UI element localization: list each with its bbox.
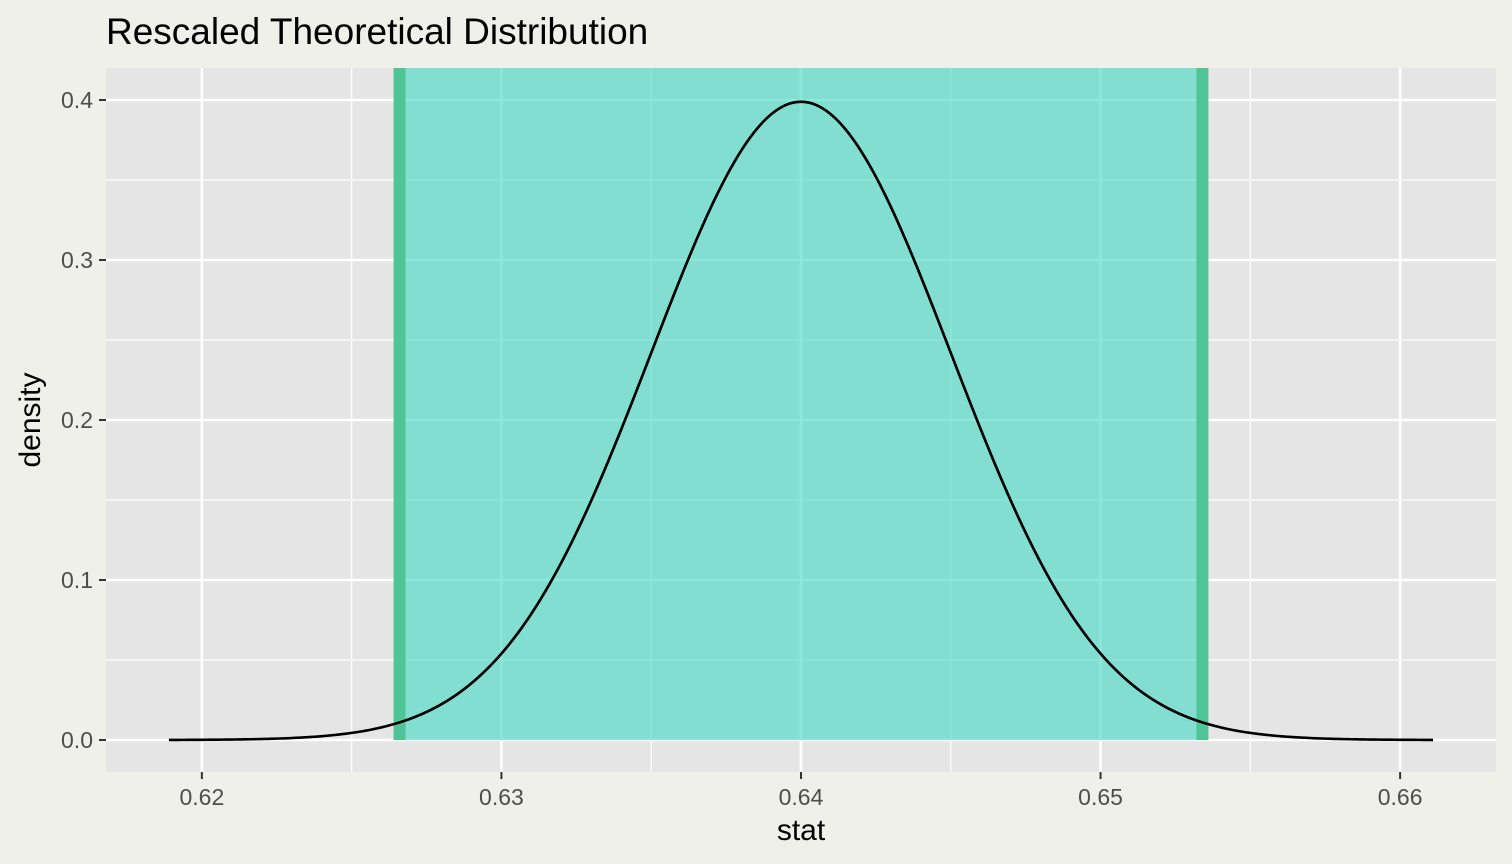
y-tick-label: 0.4 <box>61 87 93 113</box>
interval-shade <box>399 68 1203 740</box>
x-tick-label: 0.66 <box>1378 784 1423 810</box>
x-axis-title: stat <box>777 814 826 847</box>
density-curve-line <box>168 100 1434 742</box>
y-tick-label: 0.3 <box>61 247 93 273</box>
density-curve <box>168 100 1434 742</box>
chart-title: Rescaled Theoretical Distribution <box>106 11 648 52</box>
confidence-interval <box>393 68 1209 740</box>
y-tick-label: 0.1 <box>61 567 93 593</box>
y-tick-label: 0.2 <box>61 407 93 433</box>
x-axis: 0.62 0.63 0.64 0.65 0.66 <box>179 772 1423 810</box>
y-tick-label: 0.0 <box>61 727 93 753</box>
x-tick-label: 0.64 <box>779 784 824 810</box>
x-tick-label: 0.65 <box>1078 784 1123 810</box>
y-axis-title: density <box>14 372 47 467</box>
x-tick-label: 0.62 <box>179 784 224 810</box>
y-axis: 0.0 0.1 0.2 0.3 0.4 <box>61 87 106 753</box>
x-tick-label: 0.63 <box>479 784 524 810</box>
